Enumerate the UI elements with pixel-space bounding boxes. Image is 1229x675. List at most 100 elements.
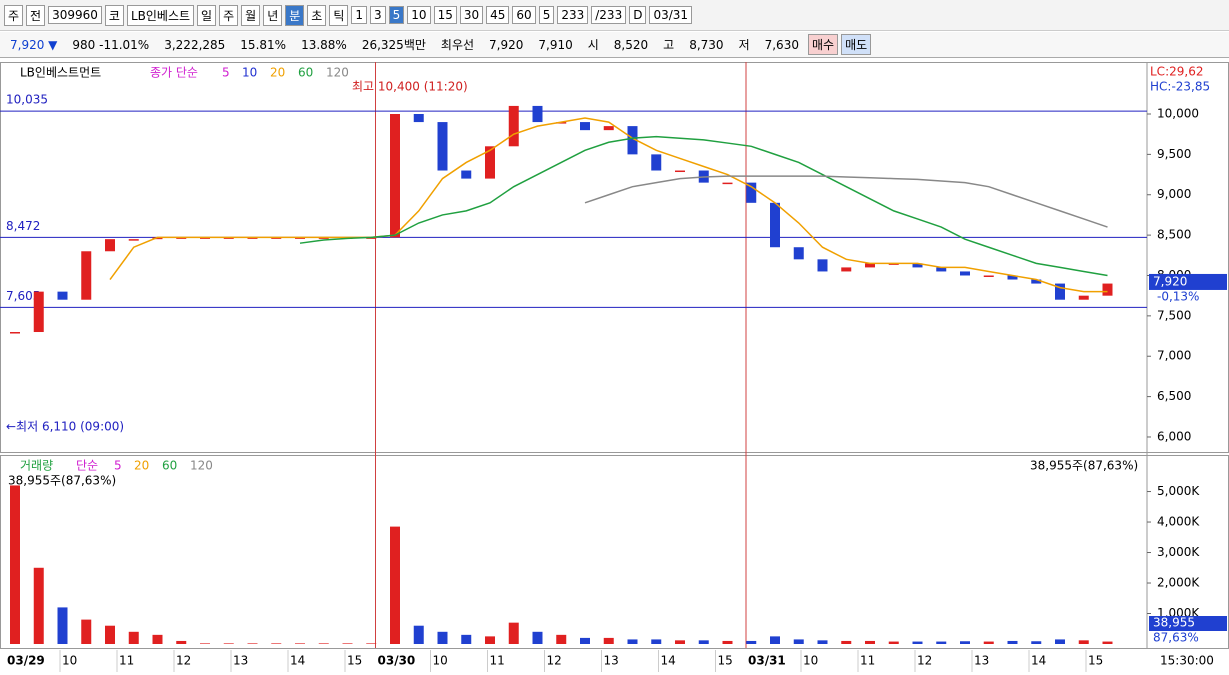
candle	[817, 259, 828, 272]
toolbar-button[interactable]: 주	[219, 4, 239, 26]
toolbar-button[interactable]: 분	[285, 4, 305, 26]
toolbar-button[interactable]: 전	[26, 4, 46, 26]
volume-bar	[176, 640, 187, 644]
x-tick-label: 12	[917, 654, 932, 668]
info-item: 7,630	[764, 37, 799, 52]
volume-bar	[271, 643, 282, 644]
legend-entry: 60	[162, 459, 177, 473]
toolbar-button[interactable]: 주	[4, 4, 24, 26]
info-item: 최우선	[440, 38, 475, 52]
x-tick-label: 11	[860, 654, 875, 668]
candle	[105, 239, 115, 252]
toolbar-button[interactable]: 5	[538, 6, 555, 24]
candle	[1007, 275, 1018, 280]
candle	[57, 291, 68, 300]
candle	[675, 170, 685, 173]
toolbar-button[interactable]: 5	[388, 6, 405, 24]
toolbar-button[interactable]: 15	[433, 6, 457, 24]
toolbar-button[interactable]: D	[629, 6, 647, 24]
volume-bar	[936, 641, 947, 644]
toolbar: 주 전 309960 코 LB인베스트 일 주 월 년 분 초 틱 1 3 5 10 15 30 45 60 5 233/…	[0, 0, 1229, 31]
legend-entry: 20	[270, 66, 285, 80]
volume-bar	[556, 634, 567, 644]
toolbar-button[interactable]: 3	[370, 6, 386, 24]
legend-entry: 60	[298, 66, 313, 80]
x-tick-label: 11	[490, 654, 505, 668]
legend-entry: 120	[190, 459, 213, 473]
toolbar-button[interactable]: 코	[104, 4, 124, 26]
y-tick-label: 7,500	[1157, 308, 1191, 322]
volume-bar	[722, 640, 733, 644]
info-bar: 7,920 ▼ 980 -11.01% 3,222,285 15.81% 13.88% 2…	[0, 32, 1229, 58]
toolbar-button[interactable]: 30	[459, 6, 484, 24]
x-tick-label: 13	[974, 654, 989, 668]
x-tick-label: 12	[547, 654, 562, 668]
toolbar-button[interactable]: /233	[591, 6, 627, 24]
legend-entry: 10	[242, 66, 257, 80]
ma-line	[299, 135, 1108, 277]
volume-pct: 87,63%	[1153, 631, 1199, 645]
info-item: 8,520	[613, 37, 649, 52]
hc-label: HC:-23,85	[1150, 80, 1210, 94]
toolbar-button[interactable]: 60	[512, 6, 536, 24]
volume-note: 38,955주(87,63%)	[8, 474, 116, 488]
volume-bar	[912, 641, 923, 644]
toolbar-button[interactable]: 233	[557, 6, 589, 24]
legend-entry: 5	[114, 459, 122, 473]
toolbar-button[interactable]: 1	[351, 6, 368, 24]
toolbar-button[interactable]: 년	[263, 4, 283, 26]
level-label: 8,472	[6, 219, 40, 233]
volume-bar	[580, 637, 590, 644]
x-tick-label: 15	[718, 654, 733, 668]
toolbar-button[interactable]: 03/31	[649, 6, 693, 24]
candle	[1078, 295, 1089, 300]
y-tick-label: 9,500	[1157, 147, 1191, 161]
volume-bar	[532, 631, 543, 644]
toolbar-button[interactable]: LB인베스트	[126, 4, 195, 26]
info-item: 26,325백만	[361, 38, 426, 52]
y-tick-label: 3,000K	[1157, 545, 1200, 559]
candle	[627, 126, 638, 155]
volume-bar	[675, 640, 685, 644]
info-item: 7,920	[489, 37, 524, 52]
volume-bar	[57, 607, 68, 644]
toolbar-button[interactable]: 월	[241, 4, 261, 26]
x-tick-label: 13	[233, 654, 248, 668]
info-item: 시	[587, 38, 599, 52]
toolbar-button[interactable]: 초	[307, 4, 327, 26]
toolbar-button[interactable]: 일	[197, 4, 217, 26]
y-tick-label: 6,500	[1157, 389, 1191, 403]
sell-button[interactable]: 매도	[841, 34, 872, 55]
lc-label: LC:29,62	[1150, 65, 1203, 79]
last-price: 7,920	[1153, 274, 1187, 288]
volume-bar	[390, 526, 400, 644]
volume-bar	[960, 641, 970, 644]
change-label: -0,13%	[1157, 289, 1199, 303]
panel-name: LB인베스트먼트	[20, 66, 101, 80]
candle	[152, 237, 163, 240]
volume-bar	[746, 640, 757, 644]
toolbar-button[interactable]: 틱	[329, 4, 349, 26]
candle	[485, 146, 495, 179]
candle	[128, 239, 139, 241]
buy-button[interactable]: 매수	[807, 34, 839, 55]
high-note: 최고 10,400 (11:20)	[352, 80, 468, 94]
toolbar-button[interactable]: 10	[407, 6, 431, 24]
info-item: 고	[663, 38, 675, 52]
info-item: 980 -11.01%	[72, 37, 150, 52]
ma-line	[109, 117, 1108, 293]
legend-entry: 120	[326, 66, 349, 80]
volume-bar	[793, 639, 804, 644]
x-tick-label: 10	[803, 654, 818, 668]
y-tick-label: 8,500	[1157, 228, 1191, 242]
y-tick-label: 2,000K	[1157, 576, 1200, 590]
candle	[770, 202, 780, 248]
candle	[1031, 279, 1042, 284]
toolbar-button[interactable]: 309960	[48, 6, 102, 24]
volume-bar	[461, 634, 472, 644]
volume-bar	[1102, 641, 1113, 644]
x-tick-label: 13	[604, 654, 619, 668]
toolbar-button[interactable]: 45	[486, 6, 510, 24]
candle	[793, 247, 804, 260]
y-tick-label: 7,000	[1157, 349, 1191, 363]
